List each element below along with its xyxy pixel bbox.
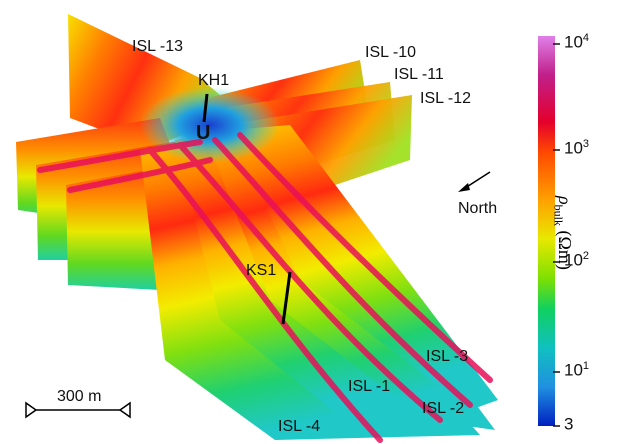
colorbar-tick-1e4: 104 (564, 32, 590, 52)
label-isl-2: ISL -2 (422, 400, 465, 417)
colorbar-tick-1e2: 102 (564, 250, 590, 270)
label-ks1: KS1 (246, 262, 277, 279)
label-isl-4: ISL -4 (278, 418, 321, 435)
colorbar-tick-1e1: 101 (564, 360, 590, 380)
borehole-kh1 (202, 93, 209, 123)
label-isl-11: ISL -11 (394, 66, 444, 83)
label-isl-10: ISL -10 (365, 44, 416, 61)
colorbar-ticks (553, 43, 560, 427)
label-isl-13: ISL -13 (132, 38, 183, 55)
borehole-ks1 (281, 271, 292, 325)
colorbar (538, 36, 555, 426)
scale-bar-label: 300 m (57, 388, 102, 405)
label-isl-12: ISL -12 (420, 90, 471, 107)
high-resistivity-streaks (37, 132, 493, 443)
label-isl-1: ISL -1 (348, 378, 391, 395)
scale-bar (25, 401, 131, 419)
colorbar-tick-1e3: 103 (564, 138, 590, 158)
north-arrow-icon (458, 171, 491, 192)
colorbar-title: ρbulk (Ωm) (551, 196, 575, 270)
label-kh1: KH1 (198, 72, 230, 89)
label-north: North (458, 200, 498, 217)
label-isl-3: ISL -3 (426, 348, 469, 365)
label-anomaly-u: U (196, 122, 211, 144)
colorbar-tick-3: 3 (564, 414, 574, 434)
